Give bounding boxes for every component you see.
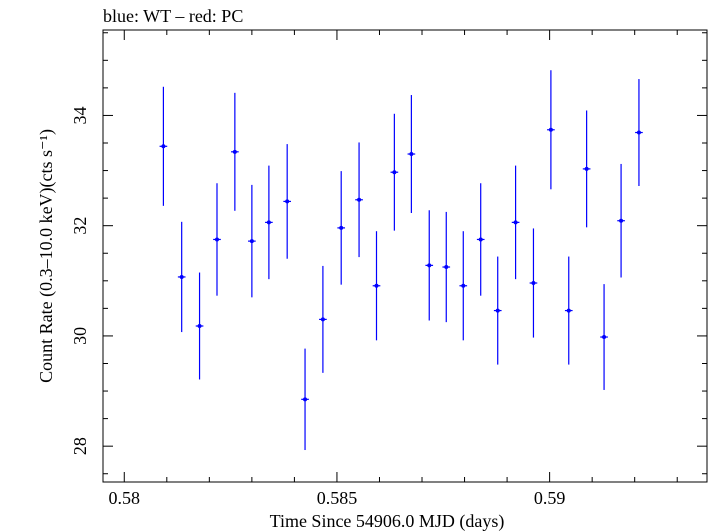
data-marker <box>303 397 308 402</box>
data-marker <box>636 130 641 135</box>
data-point <box>582 110 591 228</box>
x-tick-label: 0.58 <box>109 488 141 508</box>
data-marker <box>357 197 362 202</box>
data-point <box>195 272 204 380</box>
data-marker <box>339 225 344 230</box>
data-marker <box>513 220 518 225</box>
data-marker <box>495 308 500 313</box>
data-point <box>231 92 239 211</box>
data-point <box>459 231 468 341</box>
data-marker <box>197 324 202 329</box>
data-marker <box>161 144 166 149</box>
data-point <box>265 165 273 280</box>
data-marker <box>249 239 254 244</box>
data-marker <box>320 317 325 322</box>
data-point <box>177 221 186 333</box>
data-marker <box>602 335 607 340</box>
data-point <box>564 256 573 365</box>
y-tick-label: 30 <box>70 327 90 345</box>
data-marker <box>478 237 483 242</box>
data-point <box>159 86 168 206</box>
y-tick-label: 28 <box>70 437 90 455</box>
data-point <box>511 165 520 280</box>
data-point <box>283 144 292 259</box>
data-point <box>476 183 485 296</box>
data-point <box>493 256 502 365</box>
data-marker <box>566 308 571 313</box>
data-point <box>617 163 625 278</box>
data-point <box>390 113 399 231</box>
y-axis-label: Count Rate (0.3–10.0 keV)(cts s⁻¹) <box>36 129 57 383</box>
data-point <box>600 284 608 390</box>
data-marker <box>266 220 271 225</box>
data-marker <box>285 199 290 204</box>
data-marker <box>584 166 589 171</box>
data-marker <box>374 283 379 288</box>
data-marker <box>531 281 536 286</box>
x-tick-label: 0.59 <box>534 488 566 508</box>
data-point <box>301 348 309 451</box>
data-marker <box>214 237 219 242</box>
y-tick-label: 34 <box>70 106 90 124</box>
data-point <box>635 79 643 186</box>
plot-frame <box>102 29 708 483</box>
data-marker <box>619 218 624 223</box>
chart-title: blue: WT – red: PC <box>103 6 243 26</box>
data-point <box>425 210 434 321</box>
data-point <box>213 183 221 296</box>
data-point <box>337 171 346 285</box>
data-point <box>355 142 363 258</box>
y-tick-label: 32 <box>70 217 90 235</box>
data-marker <box>232 149 237 154</box>
data-point <box>442 211 451 323</box>
data-marker <box>409 152 414 157</box>
data-point <box>248 184 256 298</box>
data-point <box>407 95 416 214</box>
data-point <box>529 228 538 338</box>
x-tick-label: 0.585 <box>317 488 358 508</box>
x-axis-label: Time Since 54906.0 MJD (days) <box>270 511 505 532</box>
data-marker <box>392 170 397 175</box>
data-point <box>547 70 555 190</box>
data-marker <box>179 274 184 279</box>
data-marker <box>427 263 432 268</box>
data-point <box>319 265 327 373</box>
data-point <box>372 231 381 341</box>
data-marker <box>444 265 449 270</box>
data-marker <box>548 127 553 132</box>
data-marker <box>461 283 466 288</box>
